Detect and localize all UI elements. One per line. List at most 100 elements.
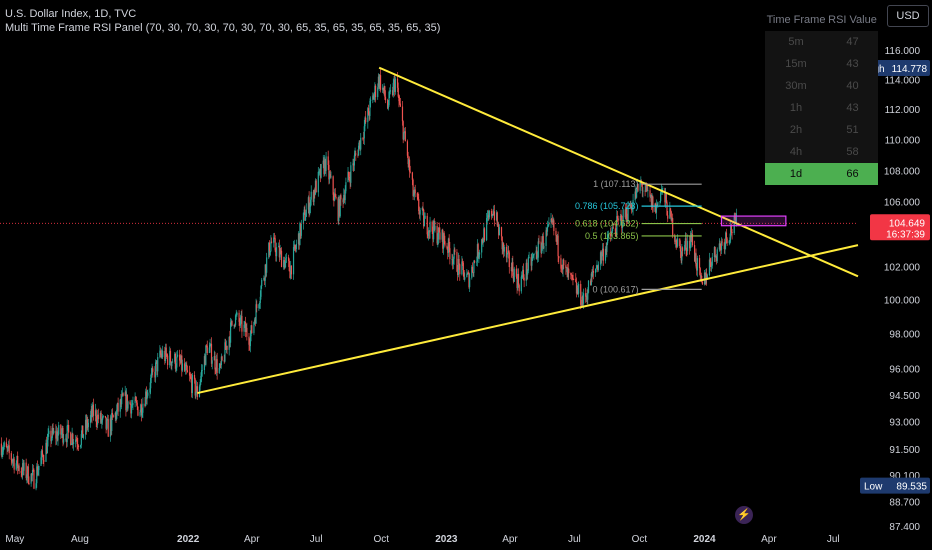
candle-body (146, 395, 148, 400)
candle-body (483, 228, 485, 243)
candle-body (384, 96, 387, 101)
candle-body (135, 397, 137, 401)
candle-body (394, 79, 396, 92)
trendline[interactable] (197, 244, 859, 395)
candle-body (478, 254, 480, 258)
candle-body (86, 419, 88, 429)
candle-body (154, 371, 156, 378)
x-tick-label: May (5, 534, 24, 545)
candle-body (578, 284, 580, 294)
candle-body (159, 350, 162, 355)
candle-body (710, 262, 712, 267)
candle-body (558, 256, 560, 259)
candle-body (327, 156, 329, 165)
lightning-icon[interactable]: ⚡ (735, 506, 753, 524)
candle-body (677, 238, 679, 247)
candle-body (101, 416, 104, 421)
candle-body (486, 216, 488, 219)
candle-body (42, 455, 44, 461)
candle-body (325, 156, 327, 171)
candle-body (225, 345, 227, 350)
candle-body (22, 463, 24, 471)
candle-body (85, 419, 87, 429)
candle-body (115, 412, 117, 419)
candle-body (620, 216, 622, 217)
candle-body (119, 399, 121, 412)
candle-body (387, 105, 389, 109)
candle-body (555, 230, 557, 236)
candle-body (7, 446, 9, 449)
candle-body (65, 438, 68, 443)
fib-level-label: 0.618 (104.632) (575, 219, 639, 229)
candle-body (444, 241, 446, 246)
candle-body (75, 439, 77, 443)
candle-body (136, 402, 138, 407)
candle-body (582, 293, 585, 304)
candle-body (669, 208, 671, 219)
candle-body (629, 204, 631, 209)
candle-body (46, 442, 48, 454)
candle-body (439, 232, 441, 240)
candle-body (12, 458, 15, 461)
candle-body (681, 247, 684, 251)
candle-body (139, 412, 141, 416)
candle-body (307, 197, 309, 210)
candle-body (21, 472, 23, 476)
candle-body (312, 191, 314, 202)
candle-body (167, 355, 169, 366)
candle-body (215, 359, 218, 372)
candle-body (25, 462, 27, 479)
y-tick-label: 98.000 (889, 330, 920, 341)
candle-body (71, 434, 73, 444)
x-tick-label: Aug (71, 534, 89, 545)
candle-body (729, 237, 731, 241)
candle-body (260, 285, 262, 297)
candle-body (487, 215, 489, 217)
candle-body (302, 212, 305, 224)
candle-body (413, 194, 415, 197)
candle-body (646, 186, 648, 191)
candle-body (379, 75, 382, 90)
candle-body (2, 450, 4, 452)
trendline[interactable] (378, 66, 859, 278)
candle-body (719, 243, 721, 245)
candle-body (20, 471, 22, 473)
candle-body (261, 279, 263, 286)
candle-body (595, 268, 597, 269)
candle-body (220, 364, 222, 366)
candle-body (531, 258, 533, 266)
candle-body (329, 174, 331, 180)
candle-body (218, 368, 220, 373)
candle-body (157, 357, 159, 372)
candle-body (543, 245, 545, 249)
currency-button[interactable]: USD (887, 5, 929, 27)
candle-body (244, 322, 246, 325)
candle-body (706, 273, 708, 280)
candle-body (130, 405, 133, 414)
candle-body (568, 268, 570, 274)
rsi-value: 51 (846, 124, 859, 136)
candle-body (457, 258, 459, 276)
candle-body (77, 445, 80, 447)
candle-body (248, 336, 250, 345)
candle-body (449, 248, 451, 260)
candle-body (402, 121, 404, 140)
candle-body (622, 209, 624, 226)
zone-box[interactable] (720, 215, 787, 227)
candle-body (317, 171, 319, 193)
candle-body (715, 256, 717, 257)
candle-body (503, 246, 505, 252)
candle-body (575, 279, 577, 282)
rsi-row: 1h 43 (765, 97, 878, 119)
candle-body (660, 192, 662, 202)
candle-body (315, 180, 317, 193)
candle-body (254, 319, 256, 323)
candle-body (60, 432, 63, 435)
high-marker-value: 114.778 (892, 64, 928, 75)
candle-body (599, 252, 602, 265)
candle-body (590, 280, 592, 286)
candle-body (189, 375, 191, 378)
candle-body (201, 369, 203, 371)
candle-body (571, 274, 573, 276)
